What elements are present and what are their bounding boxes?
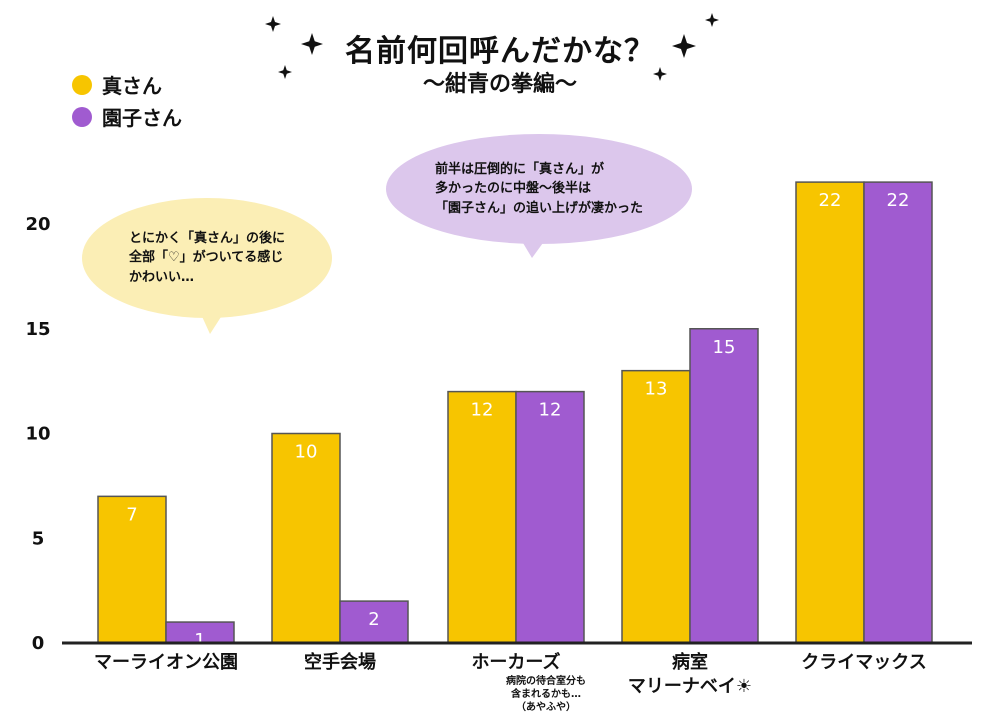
legend-label-makoto: 真さん — [102, 74, 162, 98]
bubble-left-line: 全部「♡」がついてる感じ — [128, 250, 284, 266]
speech-bubble-left: とにかく「真さん」の後に 全部「♡」がついてる感じ かわいい… — [82, 198, 332, 318]
bubble-right-line: 前半は圧倒的に「真さん」が — [434, 161, 604, 177]
note-line: （あやふや） — [516, 702, 576, 713]
bar-sonoko — [515, 390, 585, 644]
bubble-right-line: 多かったのに中盤〜後半は — [434, 181, 591, 197]
y-tick-label: 10 — [25, 424, 50, 445]
chart-subtitle: 〜紺青の拳編〜 — [422, 72, 577, 97]
bar-makoto — [447, 390, 517, 644]
sparkle-icon — [265, 16, 281, 32]
speech-bubble-right: 前半は圧倒的に「真さん」が 多かったのに中盤〜後半は 「園子さん」の追い上げが凄… — [386, 134, 692, 244]
bar-value-label: 2 — [368, 609, 379, 630]
chart-title: 名前何回呼んだかな？ — [345, 34, 655, 69]
x-tick-label: クライマックス — [801, 652, 926, 673]
y-tick-label: 15 — [25, 319, 50, 340]
y-tick-label: 0 — [32, 633, 45, 654]
bubble-left-line: とにかく「真さん」の後に — [128, 230, 285, 246]
legend-swatch-sonoko — [72, 106, 92, 127]
bar-value-label: 10 — [295, 442, 318, 463]
bar-value-label: 22 — [887, 190, 910, 211]
bar-value-label: 13 — [645, 379, 668, 400]
bar-value-label: 22 — [819, 190, 842, 211]
x-tick-label: マーライオン公園 — [94, 652, 238, 673]
sparkle-icon — [653, 67, 667, 81]
sparkle-icon — [278, 65, 292, 79]
x-tick-label-sub: マリーナベイ☀ — [628, 676, 752, 697]
bar-makoto — [621, 369, 691, 644]
bar-sonoko — [689, 328, 759, 644]
bar-value-label: 7 — [126, 504, 137, 525]
x-tick-label: 空手会場 — [304, 651, 376, 673]
x-tick-label: ホーカーズ — [471, 651, 560, 673]
y-tick-label: 5 — [32, 528, 45, 549]
legend-swatch-makoto — [72, 74, 92, 95]
bar-sonoko — [339, 600, 409, 644]
note-line: 含まれるかも… — [511, 689, 581, 700]
y-tick-label: 20 — [25, 214, 50, 235]
note-line: 病院の待合室分も — [506, 676, 586, 687]
bar-makoto — [795, 181, 865, 644]
bar-makoto — [97, 495, 167, 644]
bubble-right-line: 「園子さん」の追い上げが凄かった — [434, 200, 643, 216]
bar-value-label: 1 — [194, 630, 205, 651]
bar-value-label: 12 — [471, 400, 494, 421]
hawkers-note: 病院の待合室分も 含まれるかも… （あやふや） — [458, 675, 634, 714]
sparkle-icon — [705, 13, 719, 27]
sparkle-icon — [301, 33, 323, 55]
bar-makoto — [271, 432, 341, 644]
bar-value-label: 12 — [539, 400, 562, 421]
legend-label-sonoko: 園子さん — [102, 106, 182, 130]
legend-item-sonoko: 園子さん — [72, 102, 182, 131]
bubble-left-line: かわいい… — [128, 269, 194, 285]
bar-sonoko — [863, 181, 933, 644]
legend-item-makoto: 真さん — [72, 70, 162, 99]
sparkle-icon — [672, 34, 696, 58]
x-tick-label: 病室 — [672, 651, 708, 673]
bar-value-label: 15 — [713, 337, 736, 358]
